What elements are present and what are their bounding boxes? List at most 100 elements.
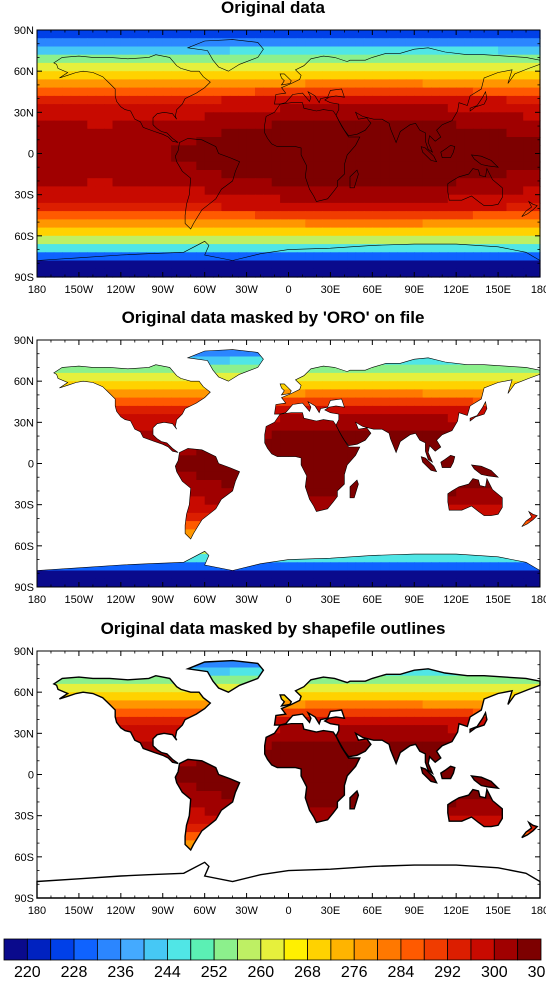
temperature-cell bbox=[322, 766, 331, 776]
temperature-cell bbox=[338, 244, 348, 253]
temperature-cell bbox=[120, 774, 130, 784]
temperature-cell bbox=[187, 758, 197, 767]
temperature-cell bbox=[372, 161, 382, 171]
temperature-cell bbox=[137, 112, 147, 122]
temperature-cell bbox=[280, 372, 290, 382]
temperature-cell bbox=[498, 766, 508, 776]
temperature-cell bbox=[62, 235, 72, 245]
temperature-cell bbox=[129, 463, 139, 473]
temperature-cell bbox=[179, 260, 189, 270]
temperature-cell bbox=[414, 749, 424, 759]
temperature-cell bbox=[498, 372, 508, 382]
temperature-cell bbox=[104, 683, 114, 693]
temperature-cell bbox=[238, 447, 248, 456]
temperature-cell bbox=[405, 244, 415, 253]
temperature-cell bbox=[104, 488, 114, 497]
temperature-cell bbox=[439, 227, 449, 237]
temperature-cell bbox=[313, 54, 323, 64]
temperature-cell bbox=[506, 430, 516, 440]
temperature-cell bbox=[389, 651, 398, 660]
temperature-cell bbox=[171, 364, 181, 374]
temperature-cell bbox=[447, 227, 457, 237]
temperature-cell bbox=[372, 733, 382, 743]
coastline-africa bbox=[264, 102, 361, 202]
temperature-cell bbox=[255, 62, 264, 72]
temperature-cell bbox=[104, 235, 114, 245]
temperature-cell bbox=[95, 405, 105, 415]
temperature-cell bbox=[112, 87, 122, 97]
temperature-cell bbox=[422, 708, 432, 718]
temperature-cell bbox=[246, 529, 256, 539]
temperature-cell bbox=[229, 405, 239, 415]
temperature-cell bbox=[62, 389, 72, 399]
temperature-cell bbox=[372, 112, 382, 122]
temperature-cell bbox=[196, 87, 206, 97]
temperature-cell bbox=[439, 194, 449, 204]
temperature-cell bbox=[431, 660, 440, 668]
temperature-cell bbox=[53, 128, 63, 138]
temperature-cell bbox=[338, 692, 348, 701]
temperature-cell bbox=[447, 667, 457, 677]
temperature-cell bbox=[489, 741, 499, 751]
temperature-cell bbox=[213, 356, 222, 366]
temperature-cell bbox=[53, 504, 63, 514]
temperature-cell bbox=[53, 683, 55, 693]
temperature-cell bbox=[447, 422, 457, 432]
temperature-cell bbox=[53, 227, 63, 237]
temperature-cell bbox=[112, 202, 122, 212]
temperature-cell bbox=[447, 46, 457, 56]
temperature-cell bbox=[255, 414, 264, 423]
temperature-cell bbox=[263, 95, 273, 105]
temperature-cell bbox=[146, 447, 155, 456]
temperature-cell bbox=[356, 340, 365, 349]
temperature-cell bbox=[380, 554, 390, 563]
temperature-cell bbox=[489, 422, 499, 432]
temperature-cell bbox=[514, 471, 524, 481]
temperature-cell bbox=[498, 71, 508, 80]
temperature-cell bbox=[280, 504, 290, 514]
temperature-cell bbox=[397, 349, 407, 357]
temperature-cell bbox=[171, 211, 181, 220]
temperature-cell bbox=[489, 349, 499, 357]
temperature-cell bbox=[162, 488, 172, 497]
temperature-cell bbox=[289, 651, 298, 660]
temperature-cell bbox=[187, 219, 197, 229]
temperature-cell bbox=[481, 660, 491, 668]
temperature-cell bbox=[313, 512, 323, 522]
temperature-cell bbox=[221, 120, 231, 130]
temperature-cell bbox=[238, 79, 248, 89]
temperature-cell bbox=[313, 521, 323, 530]
temperature-cell bbox=[246, 537, 256, 547]
temperature-cell bbox=[112, 112, 122, 122]
temperature-cell bbox=[104, 422, 114, 432]
temperature-cell bbox=[238, 211, 248, 220]
temperature-cell bbox=[45, 414, 55, 423]
temperature-cell bbox=[439, 178, 449, 187]
temperature-cell bbox=[213, 170, 222, 179]
temperature-cell bbox=[296, 79, 306, 89]
temperature-cell bbox=[213, 545, 222, 555]
temperature-cell bbox=[78, 194, 88, 204]
temperature-cell bbox=[137, 716, 147, 726]
temperature-cell bbox=[221, 496, 231, 506]
temperature-cell bbox=[146, 791, 155, 800]
temperature-cell bbox=[112, 675, 122, 685]
temperature-cell bbox=[120, 791, 130, 800]
temperature-cell bbox=[255, 651, 264, 660]
temperature-cell bbox=[162, 716, 172, 726]
temperature-cell bbox=[62, 675, 72, 685]
temperature-cell bbox=[78, 414, 88, 423]
temperature-cell bbox=[37, 414, 46, 423]
temperature-cell bbox=[498, 202, 508, 212]
temperature-cell bbox=[95, 725, 105, 734]
temperature-cell bbox=[296, 660, 306, 668]
temperature-cell bbox=[472, 79, 482, 89]
temperature-cell bbox=[431, 79, 440, 89]
temperature-cell bbox=[162, 529, 172, 539]
temperature-cell bbox=[146, 260, 155, 270]
temperature-cell bbox=[95, 128, 105, 138]
temperature-cell bbox=[288, 667, 298, 677]
temperature-cell bbox=[338, 741, 348, 751]
temperature-cell bbox=[104, 529, 114, 539]
temperature-cell bbox=[296, 104, 306, 113]
